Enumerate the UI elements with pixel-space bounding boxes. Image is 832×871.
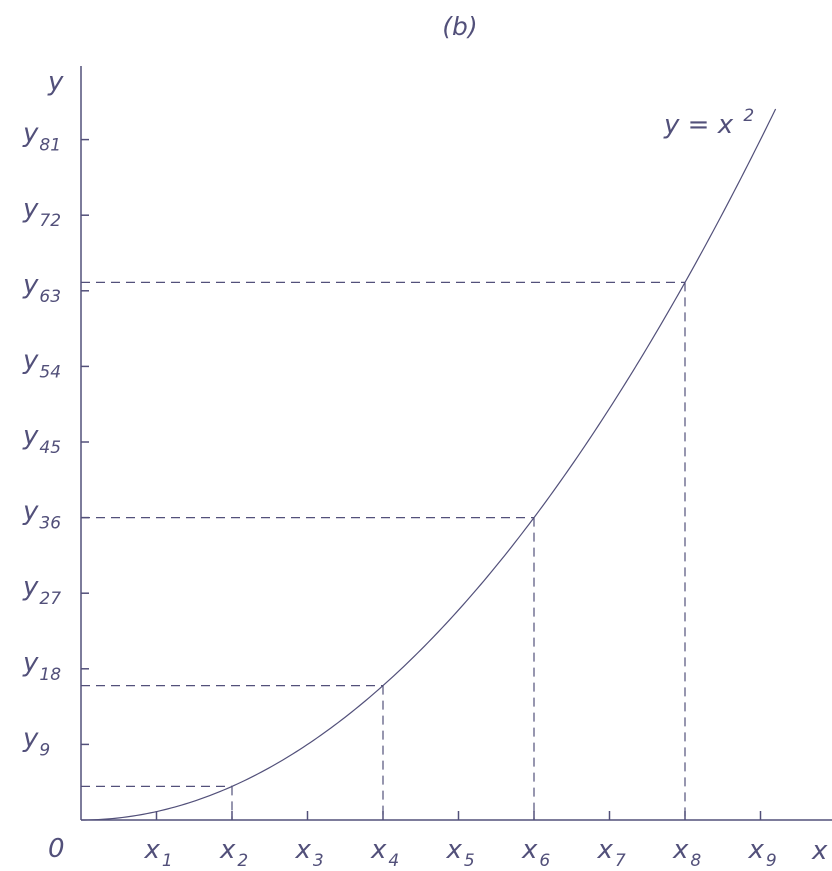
y-tick-label: y45 bbox=[22, 421, 61, 458]
axes bbox=[80, 66, 832, 821]
curve-label: y = x 2 bbox=[663, 106, 754, 140]
origin-label: 0 bbox=[48, 834, 65, 864]
y-tick-label: y9 bbox=[22, 723, 50, 760]
x-axis-label: x bbox=[811, 836, 828, 866]
y-axis-label: y bbox=[47, 67, 64, 97]
curve-group bbox=[80, 108, 777, 821]
y-ticks: y9 y18 y27 y36 y45 y54 y63 y72 y81 bbox=[22, 119, 89, 760]
curve-label-base: y = x bbox=[663, 110, 734, 140]
y-tick-label: y27 bbox=[22, 572, 61, 609]
y-tick-label: y63 bbox=[22, 270, 61, 307]
y-tick-label: y36 bbox=[22, 497, 61, 534]
chart-title: (b) bbox=[442, 12, 477, 41]
curve-label-sup: 2 bbox=[743, 106, 754, 126]
y-tick-label: y18 bbox=[22, 648, 61, 685]
guide-lines bbox=[81, 281, 686, 820]
curve-line bbox=[80, 108, 777, 821]
y-tick-label: y72 bbox=[22, 194, 61, 231]
y-tick-label: y54 bbox=[22, 345, 61, 382]
y-tick-label: y81 bbox=[22, 119, 61, 156]
